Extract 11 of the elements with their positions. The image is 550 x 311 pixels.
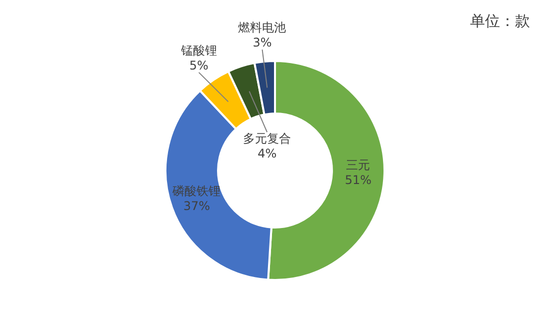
- slice-label: 多元复合: [243, 131, 292, 146]
- data-label: 3%: [252, 36, 272, 50]
- slice-label: 锰酸锂: [180, 44, 217, 58]
- data-label: 37%: [183, 198, 210, 213]
- data-label: 5%: [189, 58, 208, 73]
- slice-label: 磷酸铁锂: [172, 184, 221, 198]
- text: 单位：款: [470, 12, 530, 30]
- slice-label: 燃料电池: [238, 20, 286, 35]
- data-label: 4%: [258, 146, 277, 160]
- slice-label: 三元: [346, 158, 370, 172]
- data-label: 51%: [344, 173, 372, 188]
